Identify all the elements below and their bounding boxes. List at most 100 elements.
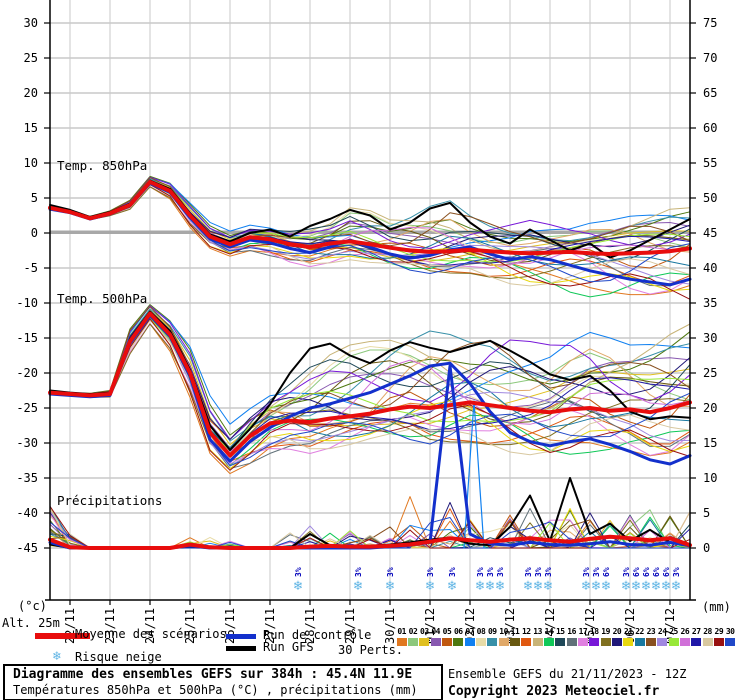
pert-number: 06	[453, 627, 463, 636]
snow-risk-percent: 3%	[386, 567, 395, 577]
snow-risk-icon: ❄	[602, 578, 611, 594]
pert-color-box	[441, 638, 452, 646]
pert-color-box	[453, 638, 464, 646]
x-axis-date-label: 04/12	[543, 608, 557, 644]
snow-risk-icon: ❄	[662, 578, 671, 594]
snow-risk-percent: 3%	[294, 567, 303, 577]
x-axis-date-label: 25/11	[183, 608, 197, 644]
pert-cell: 03	[419, 627, 430, 646]
left-axis-tick: 20	[24, 86, 38, 100]
pert-color-box	[543, 638, 554, 646]
snow-risk-icon: ❄	[632, 578, 641, 594]
snow-risk-percent: 6%	[662, 567, 671, 577]
x-axis-date-label: 01/12	[423, 608, 437, 644]
ensemble-chart: Temp. 850hPa Temp. 500hPa Précipitations 30…	[16, 0, 717, 644]
pert-number: 14	[544, 627, 554, 636]
pert-number: 18	[589, 627, 599, 636]
snow-risk-percent: 3%	[354, 567, 363, 577]
right-axis-tick: 25	[703, 366, 717, 380]
left-axis-tick: 5	[31, 191, 38, 205]
x-axis-date-label: 07/12	[663, 608, 677, 644]
pert-color-box	[589, 638, 600, 646]
panel-title: Temp. 850hPa	[57, 158, 147, 173]
right-axis-tick: 30	[703, 331, 717, 345]
pert-cell: 24	[657, 627, 668, 646]
pert-color-box	[657, 638, 668, 646]
pert-color-box	[532, 638, 543, 646]
left-axis-tick: 0	[31, 226, 38, 240]
chart-title-box: Diagramme des ensembles GEFS sur 384h : …	[3, 664, 443, 700]
pert-cell: 10	[498, 627, 509, 646]
gfs-line-swatch	[226, 646, 256, 651]
pert-number: 13	[533, 627, 542, 636]
pert-cell: 16	[566, 627, 577, 646]
pert-number: 16	[567, 627, 576, 636]
pert-color-box	[623, 638, 634, 646]
left-axis-tick: -35	[16, 471, 38, 485]
snow-risk-percent: 6%	[652, 567, 661, 577]
copyright: Copyright 2023 Meteociel.fr	[448, 684, 660, 699]
right-axis-tick: 45	[703, 226, 717, 240]
left-axis-tick: 30	[24, 16, 38, 30]
pert-cell: 30	[725, 627, 736, 646]
pert-cell: 15	[555, 627, 566, 646]
x-axis-date-label: 03/12	[503, 608, 517, 644]
pert-cell: 28	[702, 627, 713, 646]
pert-color-box	[521, 638, 532, 646]
pert-cell: 22	[634, 627, 645, 646]
snow-risk-percent: 3%	[622, 567, 631, 577]
altitude-label: Alt. 25m	[2, 616, 60, 630]
left-axis-tick: -10	[16, 296, 38, 310]
left-axis-tick: -15	[16, 331, 38, 345]
pert-color-box	[725, 638, 736, 646]
pert-number: 21	[623, 627, 633, 636]
pert-color-box	[419, 638, 430, 646]
right-axis-tick: 10	[703, 471, 717, 485]
snow-risk-icon: ❄	[592, 578, 601, 594]
pert-number: 20	[612, 627, 622, 636]
pert-cell: 08	[475, 627, 486, 646]
right-axis-tick: 40	[703, 261, 717, 275]
snow-risk-icon: ❄	[354, 578, 363, 594]
pert-cell: 09	[487, 627, 498, 646]
pert-number: 01	[397, 627, 406, 636]
pert-color-box	[464, 638, 475, 646]
pert-number: 09	[487, 627, 497, 636]
snow-risk-icon: ❄	[448, 578, 457, 594]
pert-cell: 17	[577, 627, 588, 646]
pert-number: 23	[646, 627, 656, 636]
right-axis-tick: 5	[703, 506, 710, 520]
left-axis-tick: -20	[16, 366, 38, 380]
snow-risk-icon: ❄	[294, 578, 303, 594]
pert-color-box	[555, 638, 566, 646]
x-axis-date-label: 27/11	[263, 608, 277, 644]
pert-number: 25	[669, 627, 678, 636]
snow-risk-percent: 3%	[672, 567, 681, 577]
pert-cell: 25	[668, 627, 679, 646]
pert-number: 29	[714, 627, 724, 636]
pert-cell: 23	[645, 627, 656, 646]
pert-cell: 13	[532, 627, 543, 646]
snow-risk-percent: 3%	[496, 567, 505, 577]
pert-color-box	[600, 638, 611, 646]
snow-risk-icon: ❄	[496, 578, 505, 594]
pert-number: 11	[510, 627, 520, 636]
x-axis-date-label: 23/11	[103, 608, 117, 644]
pert-color-box	[396, 638, 407, 646]
snow-risk-percent: 3%	[544, 567, 553, 577]
pert-color-box	[487, 638, 498, 646]
x-axis-date-label: 06/12	[623, 608, 637, 644]
legend-perts-label: 30 Perts.	[338, 643, 404, 657]
x-axis-date-label: 24/11	[143, 608, 157, 644]
pert-color-box	[475, 638, 486, 646]
pert-color-box	[645, 638, 656, 646]
pert-cell: 02	[407, 627, 418, 646]
snow-risk-percent: 6%	[642, 567, 651, 577]
pert-color-box	[611, 638, 622, 646]
snowflake-icon: ❄	[53, 649, 61, 664]
pert-number: 10	[499, 627, 508, 636]
left-axis-unit: (°c)	[18, 599, 47, 613]
pert-color-box	[430, 638, 441, 646]
pert-number: 26	[680, 627, 690, 636]
